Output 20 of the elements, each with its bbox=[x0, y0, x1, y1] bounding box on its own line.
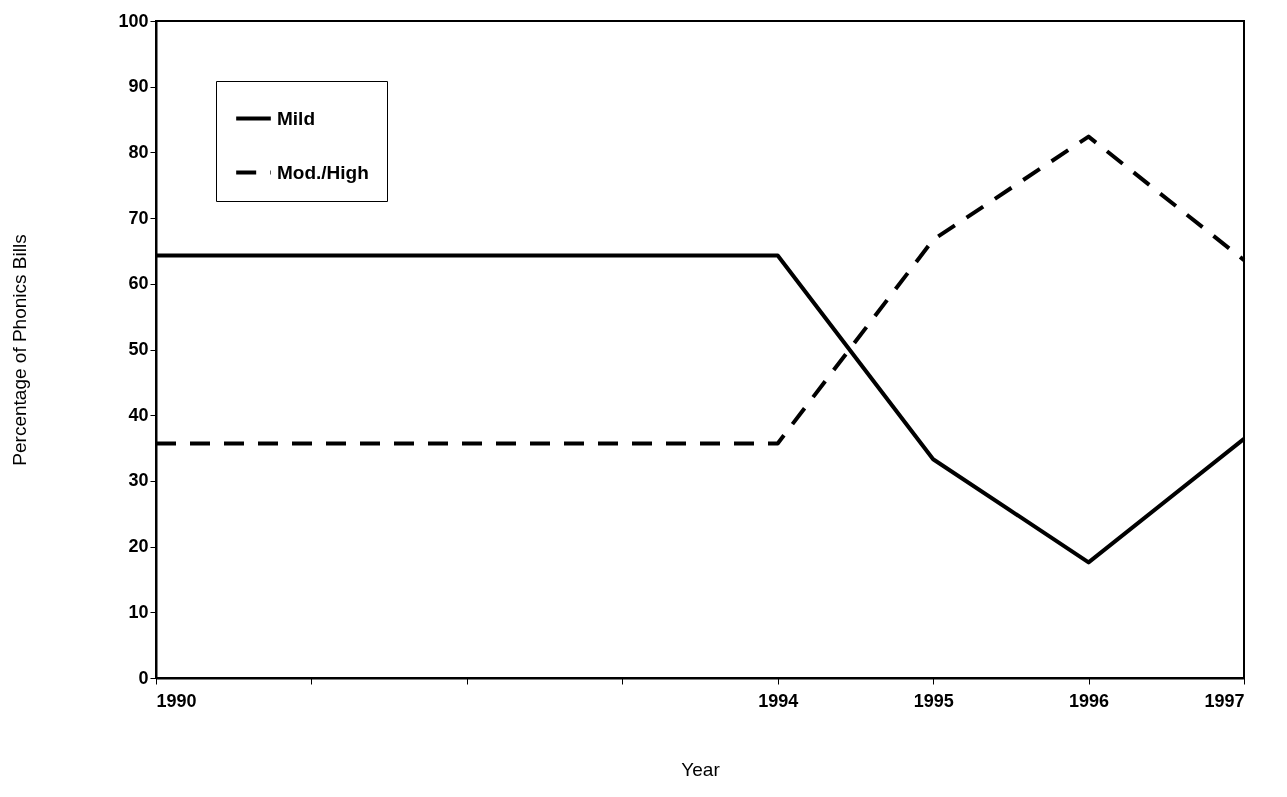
y-tick-label: 100 bbox=[118, 10, 149, 31]
y-tick-label: 30 bbox=[128, 470, 149, 491]
x-tick-label: 1994 bbox=[758, 690, 799, 711]
x-tick-label: 1996 bbox=[1069, 690, 1110, 711]
y-tick-label: 60 bbox=[128, 273, 149, 294]
y-tick-label: 50 bbox=[128, 339, 149, 359]
x-axis-title: Year bbox=[681, 758, 721, 780]
x-tick-label: 1995 bbox=[913, 690, 954, 711]
legend-label: Mod./High bbox=[277, 161, 369, 183]
y-tick-label: 40 bbox=[128, 404, 149, 425]
y-tick-label: 20 bbox=[128, 536, 149, 557]
y-tick-label: 10 bbox=[128, 601, 149, 622]
legend-label: Mild bbox=[277, 107, 315, 129]
y-tick-label: 90 bbox=[128, 76, 149, 97]
y-tick-label: 70 bbox=[128, 207, 149, 228]
y-tick-label: 0 bbox=[138, 667, 149, 688]
x-tick-label: 1997 bbox=[1204, 690, 1245, 711]
x-tick-label: 1990 bbox=[156, 690, 197, 711]
y-axis-title: Percentage of Phonics Bills bbox=[9, 234, 31, 466]
y-tick-label: 80 bbox=[128, 141, 149, 162]
